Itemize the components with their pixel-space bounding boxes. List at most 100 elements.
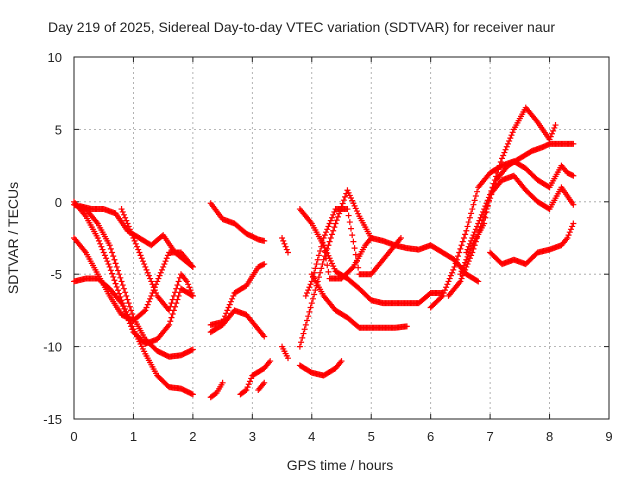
data-point (142, 307, 149, 314)
data-point (451, 263, 458, 270)
data-point (305, 313, 312, 320)
y-tick-label: 5 (55, 122, 62, 137)
series-6 (118, 206, 196, 314)
data-point (187, 287, 194, 294)
data-point (470, 201, 477, 208)
series-16 (296, 358, 345, 379)
data-point (447, 272, 454, 279)
data-point (551, 124, 558, 131)
data-point (138, 255, 145, 262)
data-point (495, 166, 502, 173)
data-point (352, 205, 359, 212)
data-point (114, 287, 121, 294)
series-5 (76, 203, 196, 270)
data-point (155, 275, 162, 282)
data-point (283, 246, 290, 253)
data-point (458, 275, 465, 282)
data-point (320, 235, 327, 241)
data-point (546, 136, 553, 143)
data-point (112, 280, 119, 287)
data-point (453, 256, 460, 263)
data-point (324, 226, 331, 233)
series-12 (255, 379, 268, 394)
data-point (143, 266, 150, 273)
data-point (118, 278, 125, 285)
data-point (119, 208, 126, 215)
data-point (466, 240, 473, 247)
data-point (151, 287, 158, 294)
data-point (450, 266, 457, 273)
data-point (326, 220, 333, 227)
data-point (547, 133, 554, 140)
data-point (300, 330, 307, 337)
data-point (570, 172, 577, 179)
data-point (446, 275, 453, 282)
data-point (474, 277, 481, 284)
x-tick-label: 7 (486, 429, 493, 444)
data-point (149, 281, 156, 288)
data-point (504, 140, 511, 147)
data-point (508, 132, 515, 139)
data-point (105, 261, 112, 268)
data-point (111, 277, 118, 284)
data-point (459, 238, 466, 245)
data-markers (71, 104, 577, 401)
series-4 (71, 198, 196, 398)
data-point (570, 140, 577, 147)
data-point (124, 311, 131, 318)
data-point (346, 192, 353, 199)
data-point (465, 243, 472, 250)
data-point (118, 206, 125, 213)
x-axis-label: GPS time / hours (287, 457, 394, 473)
data-point (550, 127, 557, 134)
data-point (226, 301, 233, 308)
data-point (304, 290, 311, 297)
data-point (502, 146, 509, 153)
data-point (111, 256, 118, 263)
data-point (493, 173, 500, 180)
data-point (355, 210, 362, 217)
data-point (548, 130, 555, 137)
series-7 (207, 200, 268, 244)
data-point (128, 307, 135, 314)
data-point (475, 220, 482, 227)
data-point (131, 237, 138, 244)
data-point (490, 180, 497, 187)
data-point (327, 235, 334, 241)
data-point (496, 162, 503, 169)
data-point (499, 155, 505, 162)
data-point (403, 323, 410, 330)
data-point (323, 229, 330, 236)
data-point (145, 298, 152, 305)
data-point (313, 261, 320, 268)
data-point (349, 265, 356, 272)
data-point (109, 270, 116, 277)
data-point (463, 227, 470, 234)
data-point (168, 300, 175, 307)
data-point (188, 290, 195, 297)
data-point (440, 290, 447, 297)
data-point (340, 197, 347, 204)
data-point (150, 284, 157, 291)
data-point (481, 220, 488, 227)
data-point (464, 246, 471, 253)
x-tick-label: 1 (130, 429, 137, 444)
data-point (243, 387, 250, 394)
data-point (457, 278, 464, 285)
data-point (125, 223, 132, 230)
data-point (173, 285, 180, 292)
axis-ticks: 0 1 2 3 4 5 6 7 8 9 -15 -10 -5 0 5 10 (43, 50, 612, 444)
data-point (123, 292, 130, 299)
data-point (472, 226, 479, 233)
data-point (328, 260, 335, 267)
data-point (117, 274, 124, 281)
series-17 (296, 187, 482, 350)
data-point (567, 226, 574, 233)
data-point (261, 379, 268, 386)
data-point (107, 267, 114, 274)
data-point (172, 289, 179, 296)
data-point (457, 271, 464, 278)
data-point (170, 292, 177, 299)
data-point (327, 257, 334, 264)
